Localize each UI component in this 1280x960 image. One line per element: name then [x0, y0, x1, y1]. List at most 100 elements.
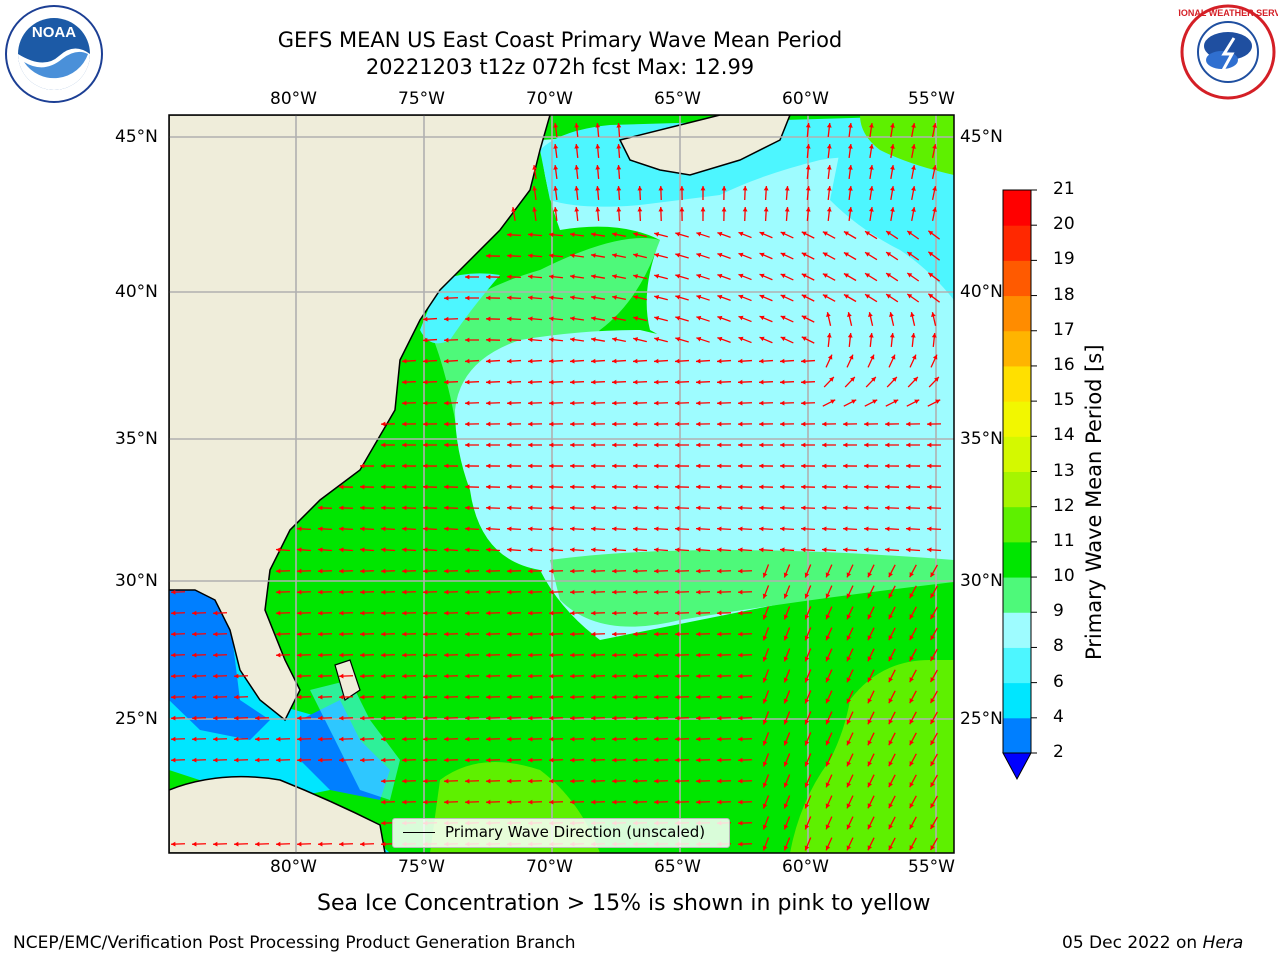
wave-arrow-head [910, 312, 915, 317]
wave-arrow-head [759, 252, 765, 258]
wave-arrow-head [843, 421, 848, 427]
wave-arrow-head [825, 656, 831, 662]
wave-arrow-head [528, 736, 533, 742]
svg-text:NOAA: NOAA [32, 24, 76, 41]
wave-arrow-head [738, 273, 744, 279]
wave-arrow-head [927, 484, 932, 490]
wave-arrow-head [213, 694, 218, 700]
wave-arrow-head [801, 400, 806, 406]
wave-arrow-head [825, 593, 831, 599]
wave-arrow-head [486, 589, 491, 595]
wave-arrow-head [591, 589, 596, 595]
wave-arrow-head [906, 526, 911, 532]
wave-arrow-head [907, 230, 913, 236]
wave-arrow-head [297, 652, 302, 658]
wave-arrow-head [675, 358, 680, 364]
wave-arrow-head [909, 614, 914, 620]
wave-arrow-head [738, 610, 743, 616]
wave-arrow-head [633, 484, 638, 490]
wave-arrow-head [465, 736, 470, 742]
wave-arrow-head [591, 274, 596, 279]
wave-arrow-head [171, 673, 176, 679]
wave-arrow-head [171, 694, 176, 700]
wave-arrow-head [914, 399, 920, 404]
colorbar-segment [1003, 647, 1031, 684]
wave-arrow-head [339, 694, 344, 700]
wave-arrow-head [574, 207, 580, 212]
wave-arrow-head [381, 589, 386, 595]
wave-arrow-head [717, 736, 722, 742]
lon-label-bottom-60w: 60°W [782, 857, 829, 877]
lat-label-right-35n: 35°N [960, 429, 1003, 449]
wave-arrow-head [465, 715, 470, 721]
wave-arrow-head [423, 442, 428, 448]
wave-arrow-head [192, 610, 197, 616]
wave-arrow-head [888, 719, 893, 725]
wave-arrow-head [318, 715, 323, 721]
wave-arrow-head [888, 845, 893, 851]
wave-arrow-head [574, 186, 580, 191]
wave-arrow-head [675, 421, 680, 427]
wave-arrow-head [700, 207, 706, 212]
wave-arrow-head [381, 757, 386, 763]
wave-arrow-head [423, 316, 428, 322]
wave-arrow-head [423, 421, 428, 427]
colorbar-tick-label: 10 [1053, 566, 1075, 587]
wave-arrow-head [780, 505, 785, 511]
lon-label-bottom-55w: 55°W [908, 857, 955, 877]
wave-arrow-head [696, 358, 701, 364]
wave-arrow-head [888, 698, 893, 704]
wave-arrow-head [804, 740, 810, 746]
wave-arrow-head [780, 358, 785, 364]
period-region-bahamas-banks [310, 680, 400, 800]
wave-arrow-head [486, 337, 491, 343]
wave-arrow-head [381, 841, 386, 847]
nws-logo: NATIONAL WEATHER SERVICE [1161, 2, 1280, 102]
wave-arrow-head [402, 694, 407, 700]
wave-arrow-head [696, 400, 701, 406]
wave-arrow-head [738, 484, 743, 490]
wave-arrow-head [507, 295, 512, 301]
wave-arrow-head [528, 337, 533, 343]
wave-arrow-head [465, 358, 470, 364]
chart-title-line2: 20221203 t12z 072h fcst Max: 12.99 [365, 55, 755, 79]
wave-arrow-head [234, 757, 239, 763]
wave-arrow-head [570, 736, 575, 742]
colorbar-tick-label: 18 [1053, 284, 1075, 305]
wave-arrow-head [297, 694, 302, 700]
wave-arrow-head [825, 572, 831, 578]
wave-arrow-head [888, 614, 893, 620]
wave-arrow-head [612, 421, 617, 427]
wave-arrow-head [675, 799, 680, 805]
wave-arrow-head [822, 294, 828, 299]
lon-label-bottom-65w: 65°W [654, 857, 701, 877]
wave-arrow-head [865, 273, 871, 278]
wave-arrow-head [318, 568, 323, 574]
wave-arrow-head [591, 526, 596, 532]
wave-arrow-head [822, 505, 827, 511]
wave-arrow-head [507, 421, 512, 427]
wave-arrow-head [784, 207, 790, 212]
wave-arrow-head [549, 442, 554, 448]
wave-arrow-head [885, 526, 890, 532]
wave-arrow-head [465, 400, 470, 406]
wave-arrow-head [696, 778, 701, 784]
wave-arrow-head [867, 761, 873, 767]
wave-arrow-head [612, 316, 617, 321]
colorbar-tick-label: 2 [1053, 742, 1064, 762]
wave-arrow-head [423, 463, 428, 469]
wave-arrow-head [444, 358, 449, 364]
wave-arrow-head [570, 232, 575, 238]
wave-arrow-head [553, 165, 559, 170]
wave-arrow-head [402, 736, 407, 742]
wave-arrow-head [465, 442, 470, 448]
wave-arrow-head [318, 589, 323, 595]
wave-arrow-head [801, 231, 807, 236]
wave-arrow-head [570, 589, 575, 595]
wave-arrow-head [867, 572, 873, 578]
lat-label-left-25n: 25°N [115, 709, 158, 729]
wave-arrow-head [696, 463, 701, 469]
wave-arrow-head [507, 568, 512, 574]
wave-arrow-head [654, 610, 659, 616]
wave-arrow-head [654, 379, 659, 385]
